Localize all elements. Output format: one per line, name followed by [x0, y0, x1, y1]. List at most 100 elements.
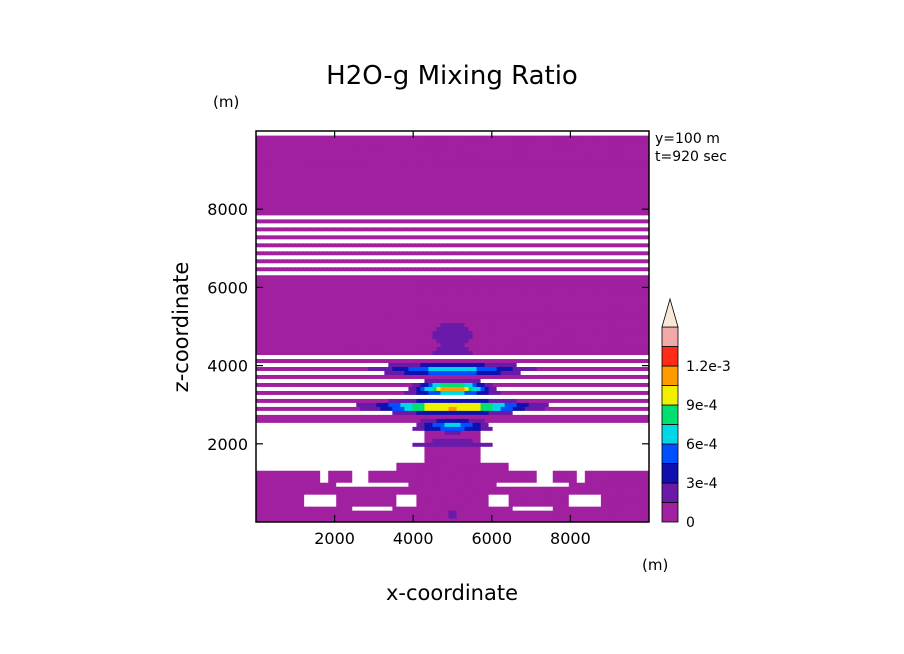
field-cell	[356, 462, 361, 467]
field-cell	[452, 418, 458, 423]
field-cell	[508, 426, 514, 431]
field-cell	[376, 322, 381, 328]
field-cell	[536, 474, 542, 479]
field-cell	[368, 406, 373, 411]
field-cell	[536, 342, 542, 348]
field-cell	[280, 418, 285, 423]
field-cell	[588, 422, 594, 427]
field-cell	[352, 482, 357, 487]
field-cell	[312, 374, 317, 379]
field-cell	[264, 450, 269, 455]
field-cell	[264, 354, 269, 360]
field-cell	[444, 378, 450, 383]
field-cell	[308, 450, 313, 455]
field-cell	[396, 354, 401, 360]
field-cell	[372, 342, 377, 348]
field-cell	[312, 418, 317, 423]
field-cell	[496, 502, 502, 507]
field-cell	[388, 518, 393, 522]
field-cell	[352, 426, 357, 431]
field-cell	[292, 466, 297, 471]
field-cell	[312, 426, 317, 431]
field-cell	[460, 354, 466, 360]
field-cell	[524, 350, 530, 356]
field-cell	[564, 406, 570, 411]
field-cell	[416, 498, 422, 503]
field-cell	[460, 474, 466, 479]
field-cell	[476, 350, 482, 356]
field-cell	[480, 350, 486, 356]
field-cell	[608, 434, 614, 439]
field-cell	[472, 438, 478, 443]
field-cell	[380, 418, 385, 423]
field-cell	[520, 434, 526, 439]
field-cell	[360, 386, 365, 391]
field-cell	[484, 358, 490, 364]
field-cell	[624, 422, 630, 427]
field-cell	[416, 326, 422, 332]
field-cell	[428, 418, 434, 423]
field-cell	[384, 502, 389, 507]
field-cell	[468, 494, 474, 499]
field-cell	[564, 402, 570, 407]
field-cell	[304, 330, 309, 336]
field-cell	[568, 470, 574, 475]
field-cell	[548, 338, 554, 344]
field-cell	[644, 354, 649, 360]
field-cell	[400, 334, 405, 340]
field-cell	[636, 490, 642, 495]
field-cell	[352, 478, 357, 483]
field-cell	[304, 326, 309, 332]
field-cell	[440, 358, 446, 364]
field-cell	[512, 450, 518, 455]
field-cell	[600, 318, 606, 324]
field-cell	[448, 318, 454, 324]
field-cell	[524, 362, 530, 367]
field-cell	[368, 454, 373, 459]
field-cell	[512, 446, 518, 451]
field-cell	[288, 382, 293, 387]
field-cell	[384, 414, 389, 419]
field-cell	[348, 514, 353, 519]
field-cell	[564, 466, 570, 471]
field-cell	[612, 334, 618, 340]
field-cell	[340, 338, 345, 344]
field-cell	[528, 346, 534, 352]
field-cell	[448, 442, 454, 447]
field-cell	[436, 450, 442, 455]
field-cell	[428, 406, 434, 411]
field-cell	[552, 346, 558, 352]
field-cell	[312, 514, 317, 519]
field-cell	[324, 390, 329, 395]
field-cell	[304, 398, 309, 403]
field-cell	[336, 398, 341, 403]
field-cell	[316, 402, 321, 407]
field-cell	[340, 454, 345, 459]
field-cell	[456, 458, 462, 463]
field-cell	[640, 346, 646, 352]
field-cell	[468, 422, 474, 427]
field-cell	[436, 346, 442, 352]
field-cell	[436, 398, 442, 403]
field-cell	[260, 362, 265, 367]
field-cell	[488, 334, 494, 340]
field-cell	[548, 474, 554, 479]
field-cell	[256, 498, 261, 503]
field-cell	[468, 434, 474, 439]
field-cell	[272, 350, 277, 356]
field-cell	[312, 414, 317, 419]
field-cell	[268, 358, 273, 364]
field-cell	[364, 410, 369, 415]
field-cell	[444, 478, 450, 483]
field-cell	[644, 398, 649, 403]
field-cell	[440, 462, 446, 467]
field-cell	[468, 430, 474, 435]
field-cell	[464, 514, 470, 519]
field-cell	[504, 426, 510, 431]
field-cell	[596, 466, 602, 471]
field-cell	[272, 398, 277, 403]
field-cell	[520, 470, 526, 475]
field-cell	[536, 490, 542, 495]
field-cell	[644, 486, 649, 491]
field-cell	[576, 318, 582, 324]
